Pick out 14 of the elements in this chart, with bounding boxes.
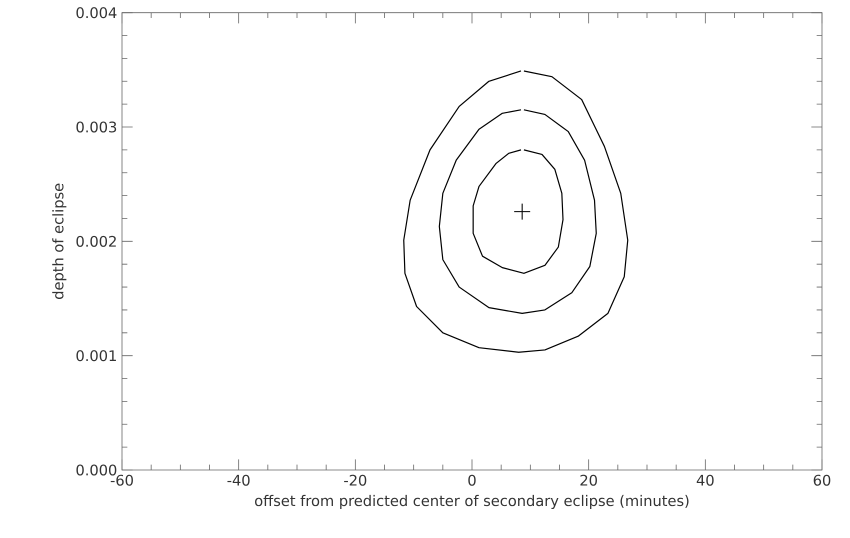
y-tick-label: 0.002 [76, 236, 116, 247]
y-tick-label: 0.001 [76, 350, 116, 362]
y-tick-label: 0.000 [76, 464, 116, 476]
x-tick-label: 60 [814, 474, 830, 486]
x-tick-label: 0 [468, 474, 476, 486]
x-tick-label: -60 [110, 474, 133, 486]
x-tick-label: 20 [580, 474, 597, 486]
x-tick-label: -20 [344, 474, 366, 486]
x-tick-label: -40 [227, 474, 250, 486]
y-tick-label: 0.004 [76, 7, 116, 18]
x-tick-label: 40 [696, 474, 714, 486]
y-tick-label: 0.003 [76, 121, 116, 133]
x-axis-title: offset from predicted center of secondary eclipse (minutes) [255, 494, 689, 510]
y-axis-title: depth of eclipse [52, 184, 66, 299]
